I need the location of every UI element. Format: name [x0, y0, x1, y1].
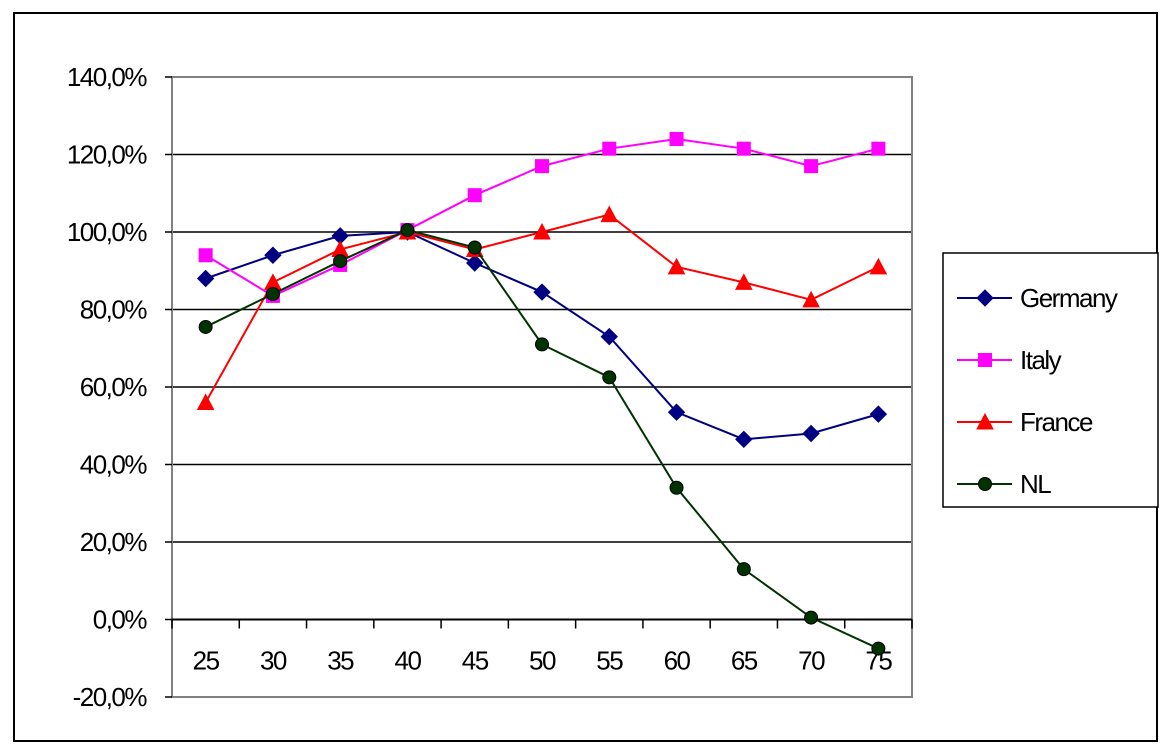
- data-point-germany: [735, 430, 753, 449]
- legend: Germany Italy France NL: [942, 252, 1159, 508]
- x-tick-label: 65: [731, 646, 758, 676]
- legend-label-italy: Italy: [1020, 345, 1062, 375]
- data-point-germany: [667, 403, 686, 421]
- x-tick-label: 70: [798, 646, 825, 676]
- data-point-italy: [535, 159, 549, 174]
- data-point-germany: [264, 246, 282, 264]
- data-point-germany: [533, 283, 551, 301]
- x-tick-label: 40: [394, 646, 421, 676]
- x-tick-label: 45: [462, 646, 489, 676]
- data-point-italy: [804, 159, 819, 174]
- data-point-nl: [602, 370, 617, 385]
- series-line-france: [204, 213, 879, 403]
- series-france: [196, 205, 888, 410]
- data-point-france: [667, 257, 686, 275]
- data-point-nl: [736, 562, 751, 577]
- data-point-nl: [265, 287, 280, 301]
- data-point-france: [802, 290, 820, 308]
- y-tick-label: 40,0%: [80, 450, 148, 480]
- data-point-nl: [400, 223, 415, 238]
- y-tick-label: 120,0%: [67, 140, 148, 170]
- data-point-france: [196, 393, 215, 410]
- data-point-nl: [669, 480, 684, 495]
- data-point-france: [600, 205, 619, 223]
- data-point-germany: [600, 327, 618, 346]
- y-tick-label: 20,0%: [80, 527, 148, 557]
- x-tick-label: 60: [664, 646, 691, 676]
- y-axis-tick-labels: 140,0% 120,0% 100,0% 80,0% 60,0% 40,0% 20,0% 0,…: [67, 62, 172, 712]
- x-tick-label: 50: [529, 646, 556, 676]
- y-tick-label: 0,0%: [93, 605, 148, 635]
- x-tick-label: 25: [193, 646, 220, 676]
- legend-marker-nl: [978, 477, 992, 491]
- legend-label-france: France: [1020, 407, 1093, 437]
- data-point-italy: [669, 132, 684, 146]
- data-point-france: [869, 257, 888, 275]
- series-italy: [198, 132, 886, 303]
- data-point-france: [734, 273, 753, 290]
- data-point-italy: [736, 141, 751, 156]
- x-tick-label: 30: [260, 646, 287, 676]
- y-tick-label: 140,0%: [67, 62, 148, 92]
- x-axis-tick-labels: 25 30 35 40 45 50 55 60 65 70 75: [193, 646, 894, 676]
- legend-label-germany: Germany: [1020, 283, 1118, 313]
- data-point-italy: [602, 141, 617, 156]
- series-germany: [196, 223, 888, 449]
- series-group: [196, 132, 888, 656]
- legend-marker-germany: [976, 289, 994, 307]
- x-tick-label: 35: [327, 646, 354, 676]
- data-point-nl: [467, 240, 482, 255]
- axes: [171, 618, 913, 629]
- data-point-germany: [196, 269, 215, 288]
- y-tick-label: 60,0%: [80, 372, 148, 402]
- data-point-italy: [198, 248, 213, 263]
- data-point-nl: [198, 319, 213, 334]
- data-point-nl: [333, 254, 348, 269]
- legend-label-nl: NL: [1020, 469, 1051, 499]
- data-point-germany: [466, 254, 484, 272]
- series-nl: [198, 223, 886, 656]
- data-point-germany: [802, 424, 820, 443]
- x-tick-label: 55: [596, 646, 623, 676]
- y-tick-label: 80,0%: [80, 295, 148, 325]
- data-point-italy: [871, 141, 886, 156]
- y-tick-label: -20,0%: [73, 682, 148, 712]
- data-point-nl: [535, 337, 549, 352]
- data-point-italy: [467, 188, 482, 203]
- data-point-france: [533, 222, 551, 240]
- series-line-germany: [205, 230, 879, 441]
- data-point-nl: [804, 610, 819, 625]
- data-point-germany: [869, 405, 888, 423]
- legend-box: [942, 252, 1159, 508]
- legend-marker-italy: [978, 353, 992, 367]
- legend-marker-france: [976, 412, 994, 430]
- data-point-nl: [871, 641, 886, 656]
- y-tick-label: 100,0%: [67, 217, 148, 247]
